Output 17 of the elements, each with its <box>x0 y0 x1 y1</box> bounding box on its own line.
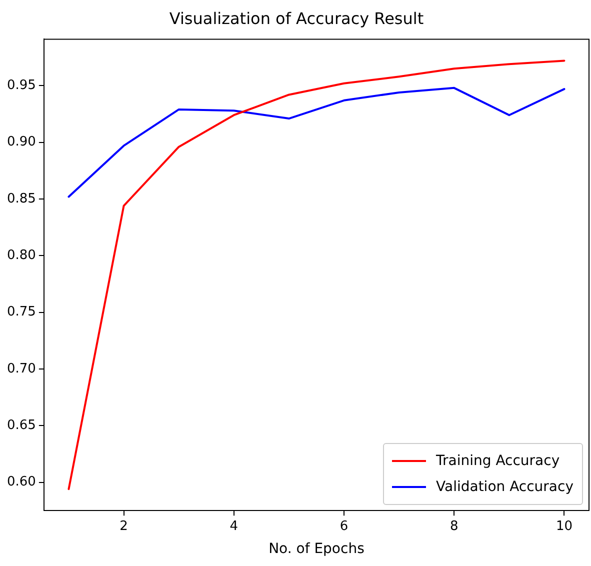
y-tick-label: 0.75 <box>6 304 36 320</box>
y-tick-label: 0.90 <box>6 134 36 150</box>
x-tick-label: 10 <box>556 518 572 534</box>
x-tick-label: 8 <box>450 518 458 534</box>
y-tick-label: 0.95 <box>6 78 36 94</box>
x-tick-label: 6 <box>340 518 348 534</box>
x-tick-label: 4 <box>230 518 238 534</box>
legend-label: Validation Accuracy <box>436 478 574 495</box>
y-tick-label: 0.65 <box>6 418 36 433</box>
y-tick-label: 0.60 <box>6 474 36 490</box>
y-tick-label: 0.80 <box>6 248 36 264</box>
legend-label: Training Accuracy <box>436 452 560 469</box>
chart-title: Visualization of Accuracy Result <box>169 8 424 28</box>
x-tick-label: 2 <box>120 518 128 534</box>
y-tick-label: 0.85 <box>6 191 36 206</box>
y-tick-label: 0.70 <box>6 361 36 376</box>
x-axis-title: No. of Epochs <box>268 541 364 558</box>
